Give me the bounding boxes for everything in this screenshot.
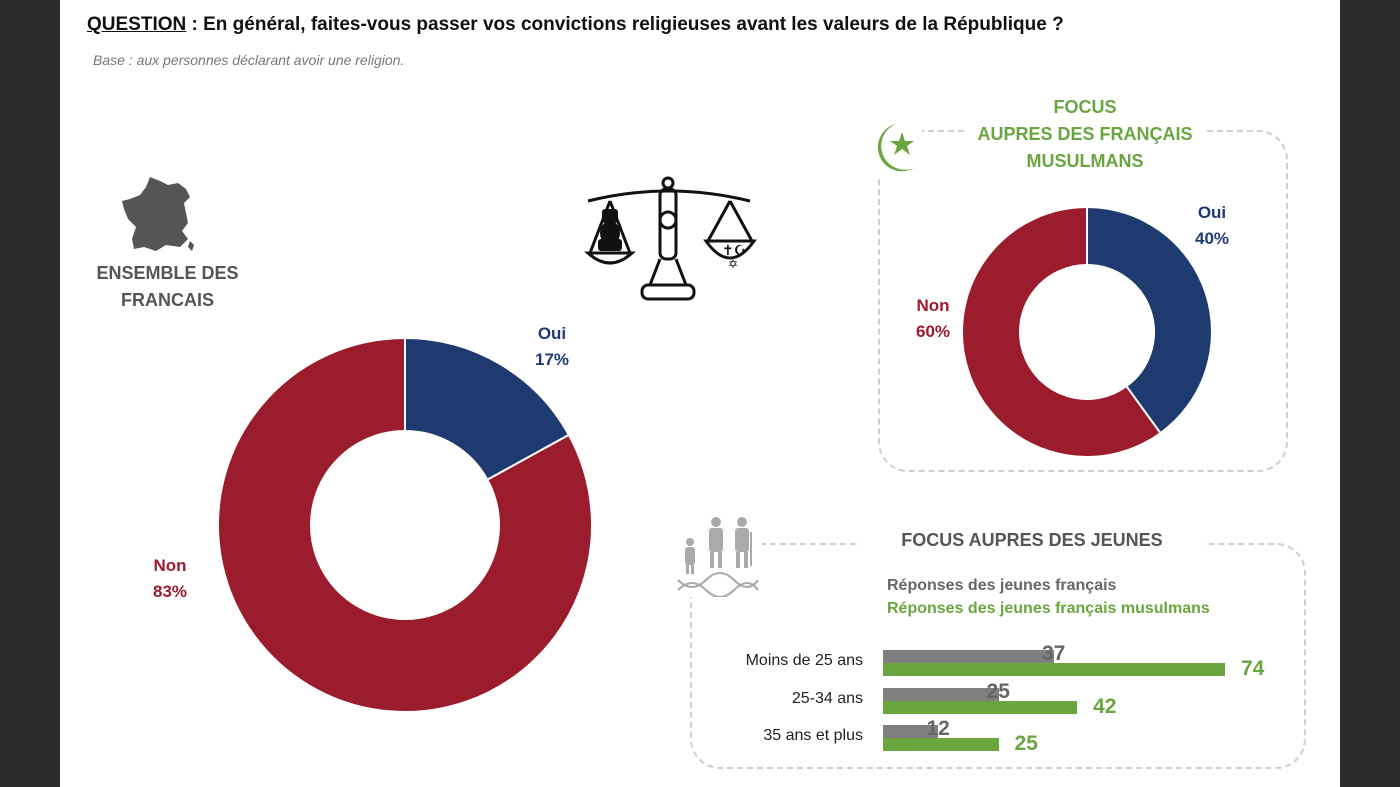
ensemble-oui-text: Oui (537, 324, 567, 343)
value-label-gray: 25 (986, 680, 1010, 703)
muslims-non-label: Non 60% (898, 293, 968, 345)
legend-green: Réponses des jeunes français musulmans (887, 600, 1210, 617)
muslims-non-text: Non (916, 296, 950, 315)
focus-muslims-title-line3: MUSULMANS (965, 148, 1205, 175)
value-label-green: 42 (1093, 695, 1117, 718)
bar-green (883, 738, 999, 751)
ensemble-slice-non (217, 336, 593, 713)
bar-green (883, 701, 1078, 714)
muslims-non-value: 60% (915, 322, 951, 341)
muslims-slice-oui (1086, 205, 1213, 435)
donut-chart-ensemble (217, 336, 593, 713)
base-note: Base : aux personnes déclarant avoir une… (93, 52, 405, 68)
bar-gray (883, 688, 999, 701)
question-text: En général, faites-vous passer vos convi… (203, 14, 1064, 35)
value-label-green: 25 (1014, 732, 1038, 755)
bar-gray (883, 725, 939, 738)
muslims-oui-label: Oui 40% (1177, 200, 1247, 252)
focus-jeunes-title: FOCUS AUPRES DES JEUNES (860, 530, 1204, 551)
value-label-gray: 12 (926, 717, 950, 740)
muslims-oui-text: Oui (1197, 203, 1227, 222)
ensemble-non-text: Non (153, 556, 187, 575)
ensemble-title-line1: ENSEMBLE DES (96, 263, 239, 283)
question-header: QUESTION : En général, faites-vous passe… (87, 14, 1064, 36)
ensemble-non-label: Non 83% (135, 553, 205, 605)
donut-chart-muslims (961, 205, 1213, 458)
focus-muslims-title-line2: AUPRES DES FRANÇAIS (965, 121, 1205, 148)
focus-muslims-title: FOCUS AUPRES DES FRANÇAIS MUSULMANS (965, 94, 1205, 175)
slide: QUESTION : En général, faites-vous passe… (60, 0, 1340, 787)
ensemble-title: ENSEMBLE DES FRANCAIS (90, 260, 245, 314)
ensemble-slice-oui (404, 336, 571, 482)
question-label: QUESTION (87, 14, 187, 35)
category-label: Moins de 25 ans (745, 652, 863, 669)
france-map-icon (122, 177, 194, 251)
focus-muslims-title-line1: FOCUS (1053, 97, 1117, 117)
category-label: 35 ans et plus (763, 727, 863, 744)
svg-text:✡: ✡ (728, 257, 738, 271)
muslims-oui-value: 40% (1194, 229, 1230, 248)
ensemble-non-value: 83% (152, 582, 188, 601)
crescent-star-icon (862, 118, 922, 178)
generations-dna-icon (672, 512, 762, 597)
bar-green (883, 663, 1225, 676)
muslims-slice-non (961, 205, 1162, 458)
ensemble-title-line2: FRANCAIS (121, 290, 214, 310)
svg-text:✝☪: ✝☪ (722, 243, 746, 259)
value-label-green: 74 (1241, 657, 1265, 680)
scales-of-justice-icon: ✝☪ ✡ (584, 176, 757, 301)
value-label-gray: 37 (1042, 642, 1066, 665)
legend-gray: Réponses des jeunes français (887, 577, 1117, 594)
ensemble-oui-value: 17% (534, 350, 570, 369)
ensemble-oui-label: Oui 17% (517, 321, 587, 373)
category-label: 25-34 ans (791, 690, 863, 707)
question-separator: : (186, 14, 204, 35)
bar-gray (883, 650, 1054, 663)
